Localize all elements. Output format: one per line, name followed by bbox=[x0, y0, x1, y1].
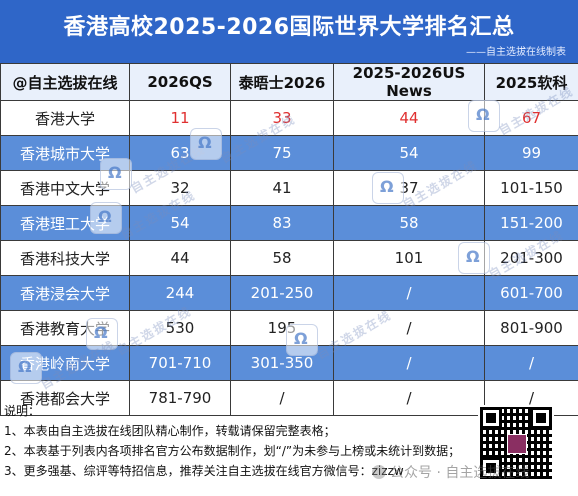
column-header: 泰晤士2026 bbox=[230, 63, 334, 101]
qr-logo-icon bbox=[507, 434, 527, 454]
watermark-logo-icon: Ω bbox=[10, 352, 42, 384]
table-header-row: @自主选拔在线 2026QS 泰晤士2026 2025-2026US News … bbox=[0, 63, 578, 101]
notes-section: 说明： 1、本表由自主选拔在线团队精心制作，转载请保留完整表格； 2、本表基于列… bbox=[4, 401, 461, 481]
footer-watermark-text: 公众号 · 自主选拔在线 bbox=[390, 465, 530, 481]
page-title: 香港高校2025-2026国际世界大学排名汇总 bbox=[63, 15, 515, 40]
rank-cell: 195 bbox=[230, 310, 334, 346]
table-row: 香港科技大学 44 58 101 201-300 bbox=[0, 240, 578, 276]
column-header: @自主选拔在线 bbox=[0, 63, 130, 101]
rank-cell: 244 bbox=[129, 275, 231, 311]
page-subtitle: ——自主选拔在线制表 bbox=[466, 47, 566, 58]
university-name: 香港科技大学 bbox=[0, 240, 130, 276]
rank-cell: / bbox=[333, 275, 485, 311]
watermark-logo-icon: Ω bbox=[100, 158, 132, 190]
table-row: 香港中文大学 32 41 37 101-150 bbox=[0, 170, 578, 206]
rank-cell: 301-350 bbox=[230, 345, 334, 381]
rank-cell: 801-900 bbox=[484, 310, 578, 346]
wechat-qr-code bbox=[478, 405, 554, 481]
watermark-logo-icon: Ω bbox=[286, 324, 318, 356]
table-row: 香港浸会大学 244 201-250 / 601-700 bbox=[0, 275, 578, 311]
column-header: 2025软科 bbox=[484, 63, 578, 101]
title-banner: 香港高校2025-2026国际世界大学排名汇总 ——自主选拔在线制表 bbox=[0, 0, 578, 63]
column-header: 2025-2026US News bbox=[333, 63, 485, 101]
rank-cell: 58 bbox=[333, 205, 485, 241]
university-name: 香港浸会大学 bbox=[0, 275, 130, 311]
watermark-logo-icon: Ω bbox=[86, 318, 118, 350]
rank-cell: 99 bbox=[484, 135, 578, 171]
rank-cell: 101-150 bbox=[484, 170, 578, 206]
column-header: 2026QS bbox=[129, 63, 231, 101]
rank-cell: 44 bbox=[129, 240, 231, 276]
watermark-logo-icon: Ω bbox=[372, 172, 404, 204]
rank-cell: 530 bbox=[129, 310, 231, 346]
ranking-table: @自主选拔在线 2026QS 泰晤士2026 2025-2026US News … bbox=[0, 63, 578, 416]
watermark-logo-icon: Ω bbox=[190, 128, 222, 160]
watermark-logo-icon: Ω bbox=[468, 100, 500, 132]
rank-cell: 54 bbox=[333, 135, 485, 171]
rank-cell: 75 bbox=[230, 135, 334, 171]
rank-cell: 781-790 bbox=[129, 380, 231, 416]
note-item: 2、本表基于列表内各项排名官方公布数据制作，划“/”为未参与上榜或未统计到数据； bbox=[4, 444, 461, 458]
rank-cell: / bbox=[333, 380, 485, 416]
rank-cell: 41 bbox=[230, 170, 334, 206]
footer-watermark: 公众号 · 自主选拔在线 bbox=[372, 462, 529, 482]
rank-cell: / bbox=[230, 380, 334, 416]
rank-cell: 201-300 bbox=[484, 240, 578, 276]
notes-heading: 说明： bbox=[4, 404, 41, 418]
watermark-logo-icon: Ω bbox=[458, 242, 490, 274]
rank-cell: 601-700 bbox=[484, 275, 578, 311]
table-row: 香港理工大学 54 83 58 151-200 bbox=[0, 205, 578, 241]
wechat-icon bbox=[372, 465, 386, 479]
rank-cell: 151-200 bbox=[484, 205, 578, 241]
note-item: 3、更多强基、综评等特招信息，推荐关注自主选拔在线官方微信号：zizzw bbox=[4, 464, 404, 478]
rank-cell: 32 bbox=[129, 170, 231, 206]
rank-cell: / bbox=[333, 345, 485, 381]
university-name: 香港大学 bbox=[0, 100, 130, 136]
note-item: 1、本表由自主选拔在线团队精心制作，转载请保留完整表格； bbox=[4, 424, 336, 438]
rank-cell: 44 bbox=[333, 100, 485, 136]
rank-cell: / bbox=[333, 310, 485, 346]
table-row: 香港城市大学 63 75 54 99 bbox=[0, 135, 578, 171]
watermark-logo-icon: Ω bbox=[90, 202, 122, 234]
rank-cell: 54 bbox=[129, 205, 231, 241]
rank-cell: 33 bbox=[230, 100, 334, 136]
rank-cell: 701-710 bbox=[129, 345, 231, 381]
university-name: 香港都会大学 bbox=[0, 380, 130, 416]
rank-cell: 58 bbox=[230, 240, 334, 276]
rank-cell: 201-250 bbox=[230, 275, 334, 311]
rank-cell: 83 bbox=[230, 205, 334, 241]
rank-cell: 37 bbox=[333, 170, 485, 206]
rank-cell: / bbox=[484, 345, 578, 381]
